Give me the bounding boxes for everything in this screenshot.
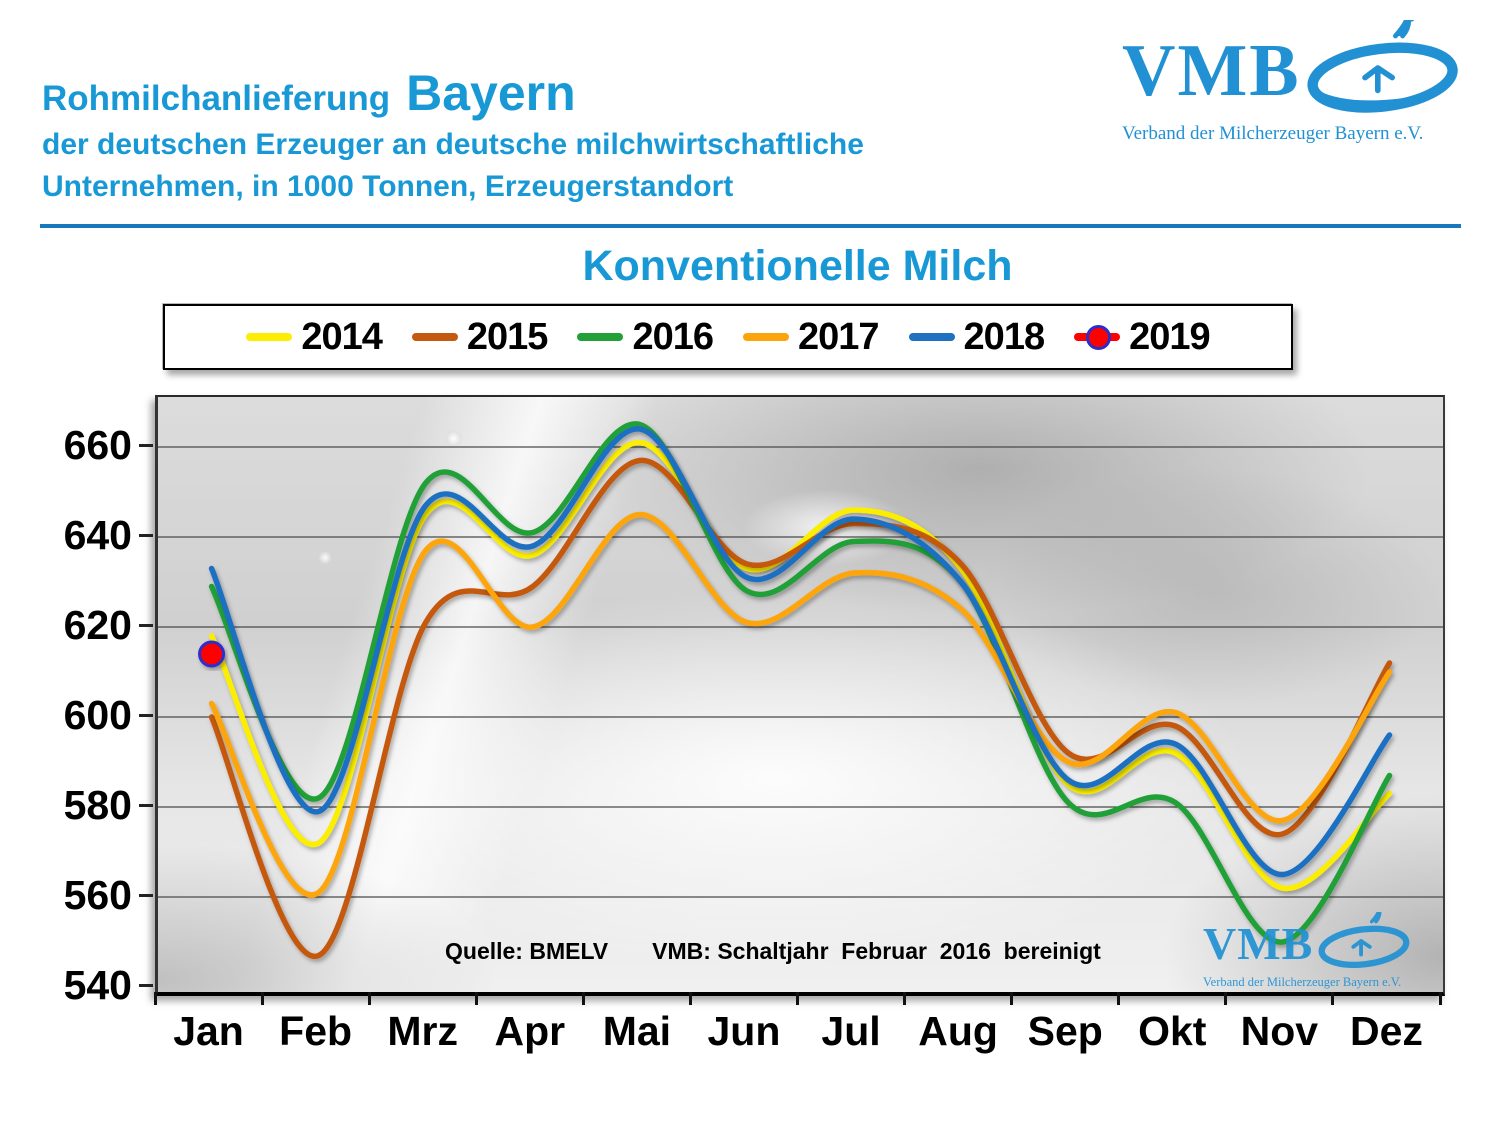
legend-label-2018: 2018 [963, 315, 1046, 358]
y-axis-label: 600 [63, 692, 132, 738]
vmb-watermark-text: VMB [1203, 918, 1314, 969]
legend-swatch-2014 [246, 333, 293, 341]
x-axis-tick [688, 992, 692, 1005]
vmb-watermark-caption: Verband der Milcherzeuger Bayern e.V. [1203, 975, 1402, 989]
x-axis-tick [1224, 992, 1228, 1005]
chart-canvas [158, 421, 1443, 959]
legend-swatch-2018 [908, 333, 955, 341]
header-divider [40, 224, 1461, 228]
x-axis-label: Sep [1027, 1008, 1103, 1054]
chart-legend: 2014 2015 2016 2017 2018 2019 [163, 304, 1293, 370]
y-axis-label: 560 [63, 872, 132, 918]
page-title-region: Bayern [406, 65, 576, 121]
legend-swatch-2017 [743, 333, 789, 341]
x-axis-tick [1438, 992, 1442, 1005]
x-axis-label: Apr [494, 1008, 566, 1054]
x-axis-label: Aug [918, 1008, 998, 1054]
x-axis-label: Mai [602, 1008, 672, 1054]
x-axis-label: Jan [173, 1008, 244, 1054]
legend-item-2016: 2016 [577, 315, 714, 359]
legend-item-2014: 2014 [246, 315, 383, 359]
vmb-watermark: VMB Verband der Milcherzeuger Bayern e.V… [1203, 908, 1443, 990]
page-subtitle-1: der deutschen Erzeuger an deutsche milch… [42, 128, 864, 161]
legend-swatch-2019 [1074, 325, 1121, 350]
series-line-2015 [208, 457, 1393, 959]
series-line-2018 [208, 426, 1393, 878]
source-note: Quelle: BMELV VMB: Schaltjahr Februar 20… [445, 938, 1101, 965]
x-axis-tick [474, 992, 478, 1005]
chart-title: Konventionelle Milch [582, 242, 1013, 290]
x-axis-label: Jun [707, 1008, 781, 1054]
y-axis-tick [139, 534, 153, 537]
vmb-swirl-icon [1301, 14, 1461, 121]
legend-swatch-2016 [577, 333, 624, 341]
vmb-logo-text: VMB [1122, 29, 1301, 112]
legend-item-2018: 2018 [908, 315, 1046, 359]
x-axis-tick [1010, 992, 1014, 1005]
x-axis-label: Dez [1349, 1008, 1423, 1054]
header: Rohmilchanlieferung Bayern der deutschen… [42, 64, 864, 206]
x-axis-tick [367, 992, 371, 1005]
vmb-logo-caption: Verband der Milcherzeuger Bayern e.V. [1122, 123, 1424, 144]
y-axis-tick [139, 894, 153, 897]
legend-swatch-2015 [411, 333, 458, 341]
series-line-2014 [208, 439, 1393, 891]
y-axis-tick [139, 804, 153, 807]
legend-label-2016: 2016 [632, 315, 714, 358]
y-axis-label: 620 [63, 602, 132, 648]
series-line-2016 [208, 421, 1393, 945]
page-subtitle-2: Unternehmen, in 1000 Tonnen, Erzeugersta… [42, 170, 734, 203]
legend-label-2019: 2019 [1129, 315, 1211, 358]
source-note-vmb: VMB: Schaltjahr Februar 2016 bereinigt [652, 938, 1101, 964]
x-axis-label: Okt [1138, 1008, 1207, 1054]
y-axis-label: 580 [63, 782, 132, 828]
y-axis-label: 540 [63, 962, 132, 1008]
legend-item-2015: 2015 [411, 315, 549, 359]
data-point-2019 [198, 640, 226, 668]
legend-label-2015: 2015 [466, 315, 549, 358]
y-axis-tick [139, 984, 153, 987]
page-title-small: Rohmilchanlieferung [42, 79, 391, 118]
source-note-quelle: Quelle: BMELV [445, 938, 609, 964]
vmb-watermark-swirl-icon [1313, 908, 1413, 975]
plot-area [155, 395, 1445, 996]
y-axis-tick [139, 714, 153, 717]
x-axis-tick [903, 992, 907, 1005]
x-axis-label: Nov [1240, 1008, 1319, 1054]
x-axis-tick [260, 992, 264, 1005]
y-axis-label: 660 [63, 422, 132, 468]
y-axis-tick [139, 444, 153, 447]
legend-label-2014: 2014 [301, 315, 383, 358]
x-axis-tick [1331, 992, 1335, 1005]
x-axis-label: Feb [279, 1008, 353, 1054]
legend-item-2017: 2017 [743, 315, 880, 359]
series-line-2017 [208, 511, 1393, 898]
x-axis-label: Jul [821, 1008, 881, 1054]
x-axis-tick [153, 992, 157, 1005]
y-axis-tick [139, 624, 153, 627]
legend-item-2019: 2019 [1074, 315, 1211, 359]
vmb-logo: VMB Verband der Milcherzeuger Bayern e.V… [1122, 14, 1472, 145]
x-axis-label: Mrz [387, 1008, 458, 1054]
x-axis-tick [581, 992, 585, 1005]
legend-label-2017: 2017 [798, 315, 880, 358]
y-axis-label: 640 [63, 512, 132, 558]
x-axis-tick [1117, 992, 1121, 1005]
x-axis-tick [796, 992, 799, 1005]
